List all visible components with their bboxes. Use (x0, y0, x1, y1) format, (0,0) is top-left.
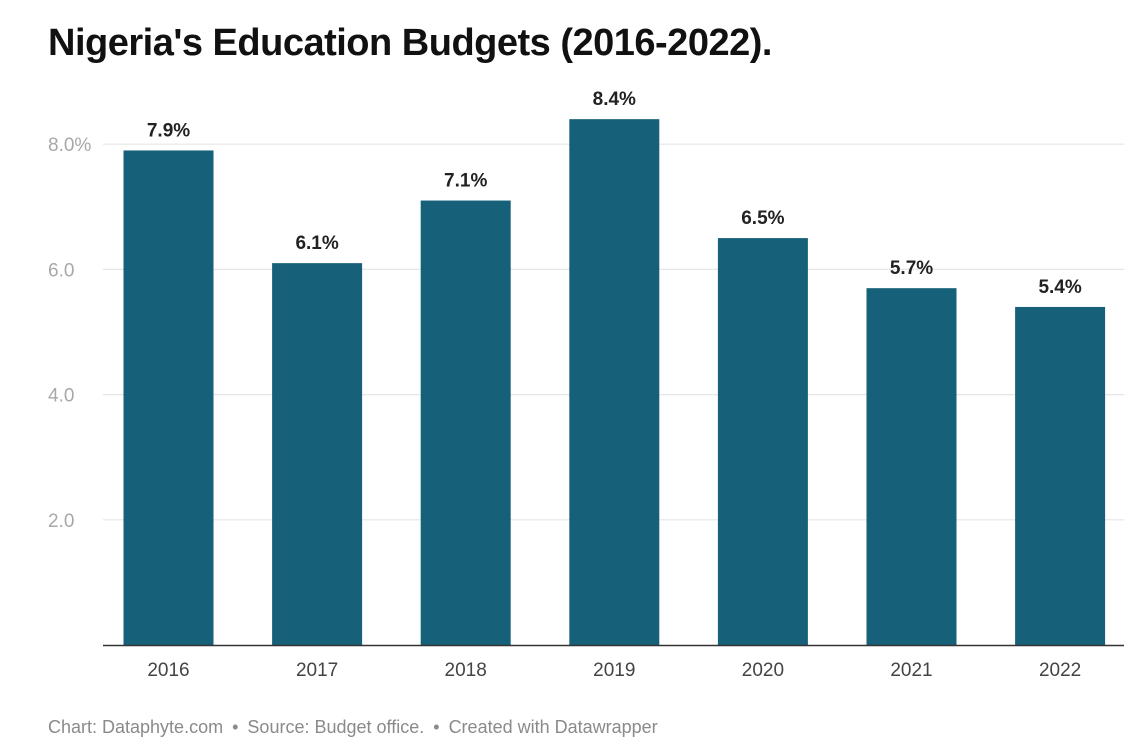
x-tick-label: 2022 (1039, 660, 1081, 681)
bar-2017 (272, 263, 363, 645)
chart-footer: Chart: Dataphyte.com • Source: Budget of… (48, 717, 658, 738)
x-tick-label: 2021 (890, 660, 932, 681)
y-tick-label: 8.0% (48, 135, 91, 156)
y-tick-label: 6.0 (48, 260, 74, 281)
footer-separator: • (433, 717, 440, 737)
chart-credit: Chart: Dataphyte.com (48, 717, 224, 737)
x-tick-label: 2016 (147, 660, 189, 681)
value-label: 7.1% (444, 171, 487, 192)
bar-2020 (717, 238, 808, 645)
bar-2022 (1015, 306, 1106, 645)
source-note: Source: Budget office. (247, 717, 425, 737)
chart-title: Nigeria's Education Budgets (2016-2022). (48, 22, 772, 64)
x-tick-label: 2018 (445, 660, 487, 681)
y-tick-label: 2.0 (48, 511, 74, 532)
y-axis-ticks: 2.0 4.0 6.0 8.0% (48, 135, 91, 532)
bar-2016 (123, 150, 214, 645)
value-label: 6.1% (295, 233, 338, 254)
footer-separator: • (232, 717, 239, 737)
bar-2019 (569, 119, 660, 645)
datawrapper-credit: Created with Datawrapper (448, 717, 658, 737)
bar-2018 (420, 200, 511, 646)
x-tick-label: 2017 (296, 660, 338, 681)
value-label: 5.4% (1038, 277, 1081, 298)
value-label: 8.4% (593, 89, 636, 110)
y-tick-label: 4.0 (48, 386, 74, 407)
bar-2021 (866, 288, 957, 645)
x-tick-label: 2020 (742, 660, 784, 681)
bars (123, 119, 1106, 646)
value-label: 5.7% (890, 258, 933, 279)
x-tick-label: 2019 (593, 660, 635, 681)
x-axis: 2016 2017 2018 2019 2020 2021 2022 (103, 644, 1124, 681)
value-labels: 7.9% 6.1% 7.1% 8.4% 6.5% 5.7% 5.4% (147, 89, 1082, 298)
value-label: 7.9% (147, 120, 190, 141)
value-label: 6.5% (741, 208, 784, 229)
